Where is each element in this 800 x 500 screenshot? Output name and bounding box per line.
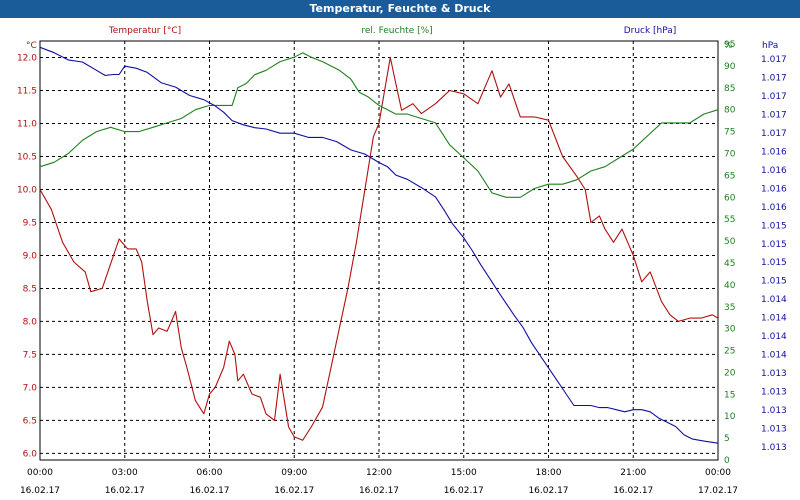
y-tick-pressure: 1.014: [761, 351, 787, 361]
y-axis-temperature: 6.0 6.5 7.0 7.5 8.0 8.5 9.0 9.5 10.0 10.5 11.0 11.5…: [17, 41, 37, 459]
y-tick-pressure: 1.015: [761, 258, 787, 268]
y-tick-humidity: 80: [724, 106, 736, 116]
legend-titles: Temperatur [°C] rel. Feuchte [%] Druck [hP…: [108, 26, 676, 36]
x-tick-date: 16.02.17: [613, 486, 653, 496]
y-tick-pressure: 1.013: [761, 388, 787, 398]
x-tick-time: 00:00: [705, 468, 731, 478]
y-tick-humidity: 85: [724, 84, 735, 94]
y-tick-pressure: 1.016: [761, 184, 787, 194]
y-tick-temperature: 7.0: [23, 383, 38, 393]
y-tick-pressure: 1.013: [761, 406, 787, 416]
y-tick-pressure: 1.016: [761, 203, 787, 213]
legend-entry: Druck [hPa]: [624, 26, 677, 36]
y-tick-temperature: 12.0: [17, 53, 37, 63]
y-axis-humidity: 0 5 10 15 20 25 30 35 40 45 50 55 60 65 70 75 80 85 90 95%: [724, 40, 736, 466]
y-tick-temperature: 11.5: [17, 86, 37, 96]
y-tick-pressure: 1.017: [761, 73, 787, 83]
legend-entry: rel. Feuchte [%]: [361, 26, 432, 36]
x-tick-time: 12:00: [366, 468, 392, 478]
y-tick-temperature: 11.0: [17, 119, 37, 129]
y-unit-temperature: °C: [26, 41, 37, 51]
x-tick-time: 00:00: [27, 468, 53, 478]
series-line: [39, 46, 719, 444]
y-unit-humidity: %: [724, 41, 733, 51]
y-tick-pressure: 1.015: [761, 277, 787, 287]
y-axis-pressure: 1.013 1.013 1.013 1.013 1.013 1.014 1.014 1.014…: [761, 41, 787, 453]
y-tick-pressure: 1.017: [761, 92, 787, 102]
y-tick-temperature: 9.0: [23, 251, 38, 261]
x-tick-time: 15:00: [451, 468, 477, 478]
x-tick-date: 16.02.17: [528, 486, 568, 496]
x-tick-date: 16.02.17: [274, 486, 314, 496]
y-tick-temperature: 8.5: [23, 284, 37, 294]
plot-frame: [39, 40, 719, 461]
y-tick-humidity: 15: [724, 390, 735, 400]
series-line: [39, 56, 719, 441]
y-tick-humidity: 25: [724, 347, 735, 357]
y-tick-pressure: 1.014: [761, 332, 787, 342]
chart-area: 00:00 16.02.17 03:00 16.02.17 06:00 16.02.17 0…: [17, 26, 787, 496]
y-tick-pressure: 1.017: [761, 55, 787, 65]
y-tick-humidity: 60: [724, 193, 736, 203]
legend-entry: Temperatur [°C]: [108, 26, 181, 36]
y-tick-humidity: 45: [724, 259, 735, 269]
y-tick-pressure: 1.013: [761, 369, 787, 379]
y-tick-pressure: 1.017: [761, 129, 787, 139]
y-tick-pressure: 1.014: [761, 314, 787, 324]
y-tick-temperature: 10.0: [17, 185, 37, 195]
y-tick-humidity: 70: [724, 150, 736, 160]
grid-lines: [40, 41, 718, 460]
x-tick-date: 17.02.17: [698, 486, 738, 496]
y-tick-humidity: 5: [724, 434, 730, 444]
y-tick-humidity: 40: [724, 281, 736, 291]
y-tick-humidity: 35: [724, 303, 735, 313]
y-tick-temperature: 10.5: [17, 152, 37, 162]
y-tick-pressure: 1.017: [761, 110, 787, 120]
x-tick-time: 06:00: [197, 468, 223, 478]
y-tick-temperature: 6.5: [23, 416, 37, 426]
y-tick-humidity: 0: [724, 456, 730, 466]
y-tick-humidity: 90: [724, 62, 736, 72]
x-axis: 00:00 16.02.17 03:00 16.02.17 06:00 16.02.17 0…: [20, 468, 738, 496]
x-tick-time: 03:00: [112, 468, 138, 478]
x-tick-date: 16.02.17: [189, 486, 229, 496]
y-tick-pressure: 1.015: [761, 240, 787, 250]
y-tick-temperature: 6.0: [23, 449, 38, 459]
y-tick-pressure: 1.013: [761, 443, 787, 453]
y-tick-humidity: 75: [724, 128, 735, 138]
y-tick-humidity: 65: [724, 171, 735, 181]
y-tick-humidity: 55: [724, 215, 735, 225]
y-tick-humidity: 10: [724, 412, 736, 422]
y-tick-temperature: 7.5: [23, 350, 37, 360]
x-tick-time: 18:00: [536, 468, 562, 478]
y-tick-humidity: 50: [724, 237, 736, 247]
y-tick-humidity: 20: [724, 368, 736, 378]
y-tick-pressure: 1.016: [761, 147, 787, 157]
y-unit-pressure: hPa: [762, 41, 778, 51]
x-tick-date: 16.02.17: [444, 486, 484, 496]
y-tick-pressure: 1.015: [761, 221, 787, 231]
x-tick-time: 09:00: [281, 468, 307, 478]
y-tick-humidity: 95: [724, 40, 735, 50]
y-tick-pressure: 1.016: [761, 166, 787, 176]
series-lines: [39, 46, 719, 444]
y-tick-temperature: 8.0: [23, 317, 38, 327]
x-tick-date: 16.02.17: [20, 486, 60, 496]
y-tick-temperature: 9.5: [23, 218, 37, 228]
x-tick-date: 16.02.17: [105, 486, 145, 496]
y-tick-pressure: 1.014: [761, 295, 787, 305]
series-line: [39, 52, 719, 198]
chart-title: Temperatur, Feuchte & Druck: [0, 0, 800, 18]
x-tick-date: 16.02.17: [359, 486, 399, 496]
y-tick-humidity: 30: [724, 325, 736, 335]
x-tick-time: 21:00: [620, 468, 646, 478]
y-tick-pressure: 1.013: [761, 425, 787, 435]
